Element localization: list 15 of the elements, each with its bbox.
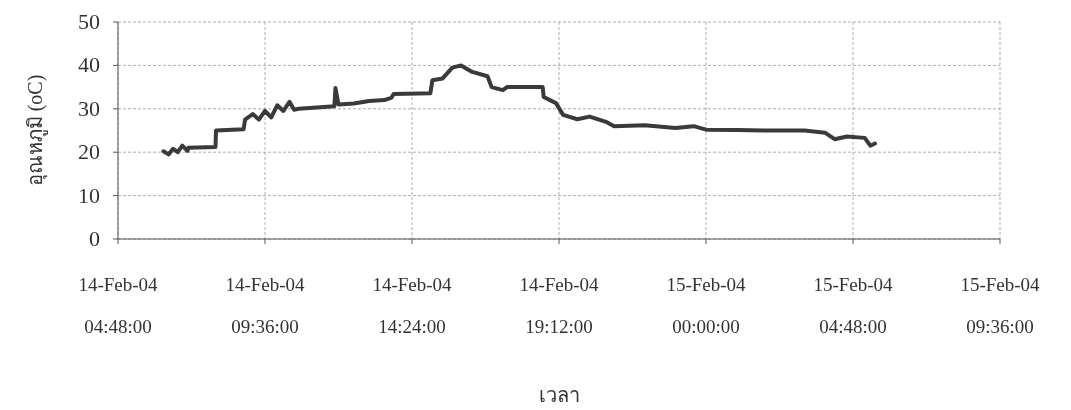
- x-tick-label: 14-Feb-04 04:48:00: [78, 274, 159, 337]
- x-axis-title: เวลา: [538, 384, 580, 406]
- y-tick-label: 10: [78, 182, 100, 208]
- y-tick-label: 0: [89, 226, 100, 251]
- x-tick-label: 14-Feb-04 14:24:00: [372, 274, 453, 337]
- y-tick-label: 30: [78, 95, 100, 121]
- x-tick-label: 15-Feb-04 00:00:00: [666, 274, 747, 337]
- y-axis-title: อุณหภูมิ (oC): [24, 74, 48, 187]
- x-tick-label: 15-Feb-04 04:48:00: [813, 274, 894, 337]
- y-tick-label: 20: [78, 139, 100, 165]
- x-tick-label: 14-Feb-04 09:36:00: [225, 274, 306, 337]
- y-tick-label: 40: [78, 52, 100, 78]
- x-tick-label: 14-Feb-04 19:12:00: [519, 274, 600, 337]
- y-tick-label: 50: [78, 9, 100, 34]
- x-tick-label: 15-Feb-04 09:36:00: [960, 274, 1041, 337]
